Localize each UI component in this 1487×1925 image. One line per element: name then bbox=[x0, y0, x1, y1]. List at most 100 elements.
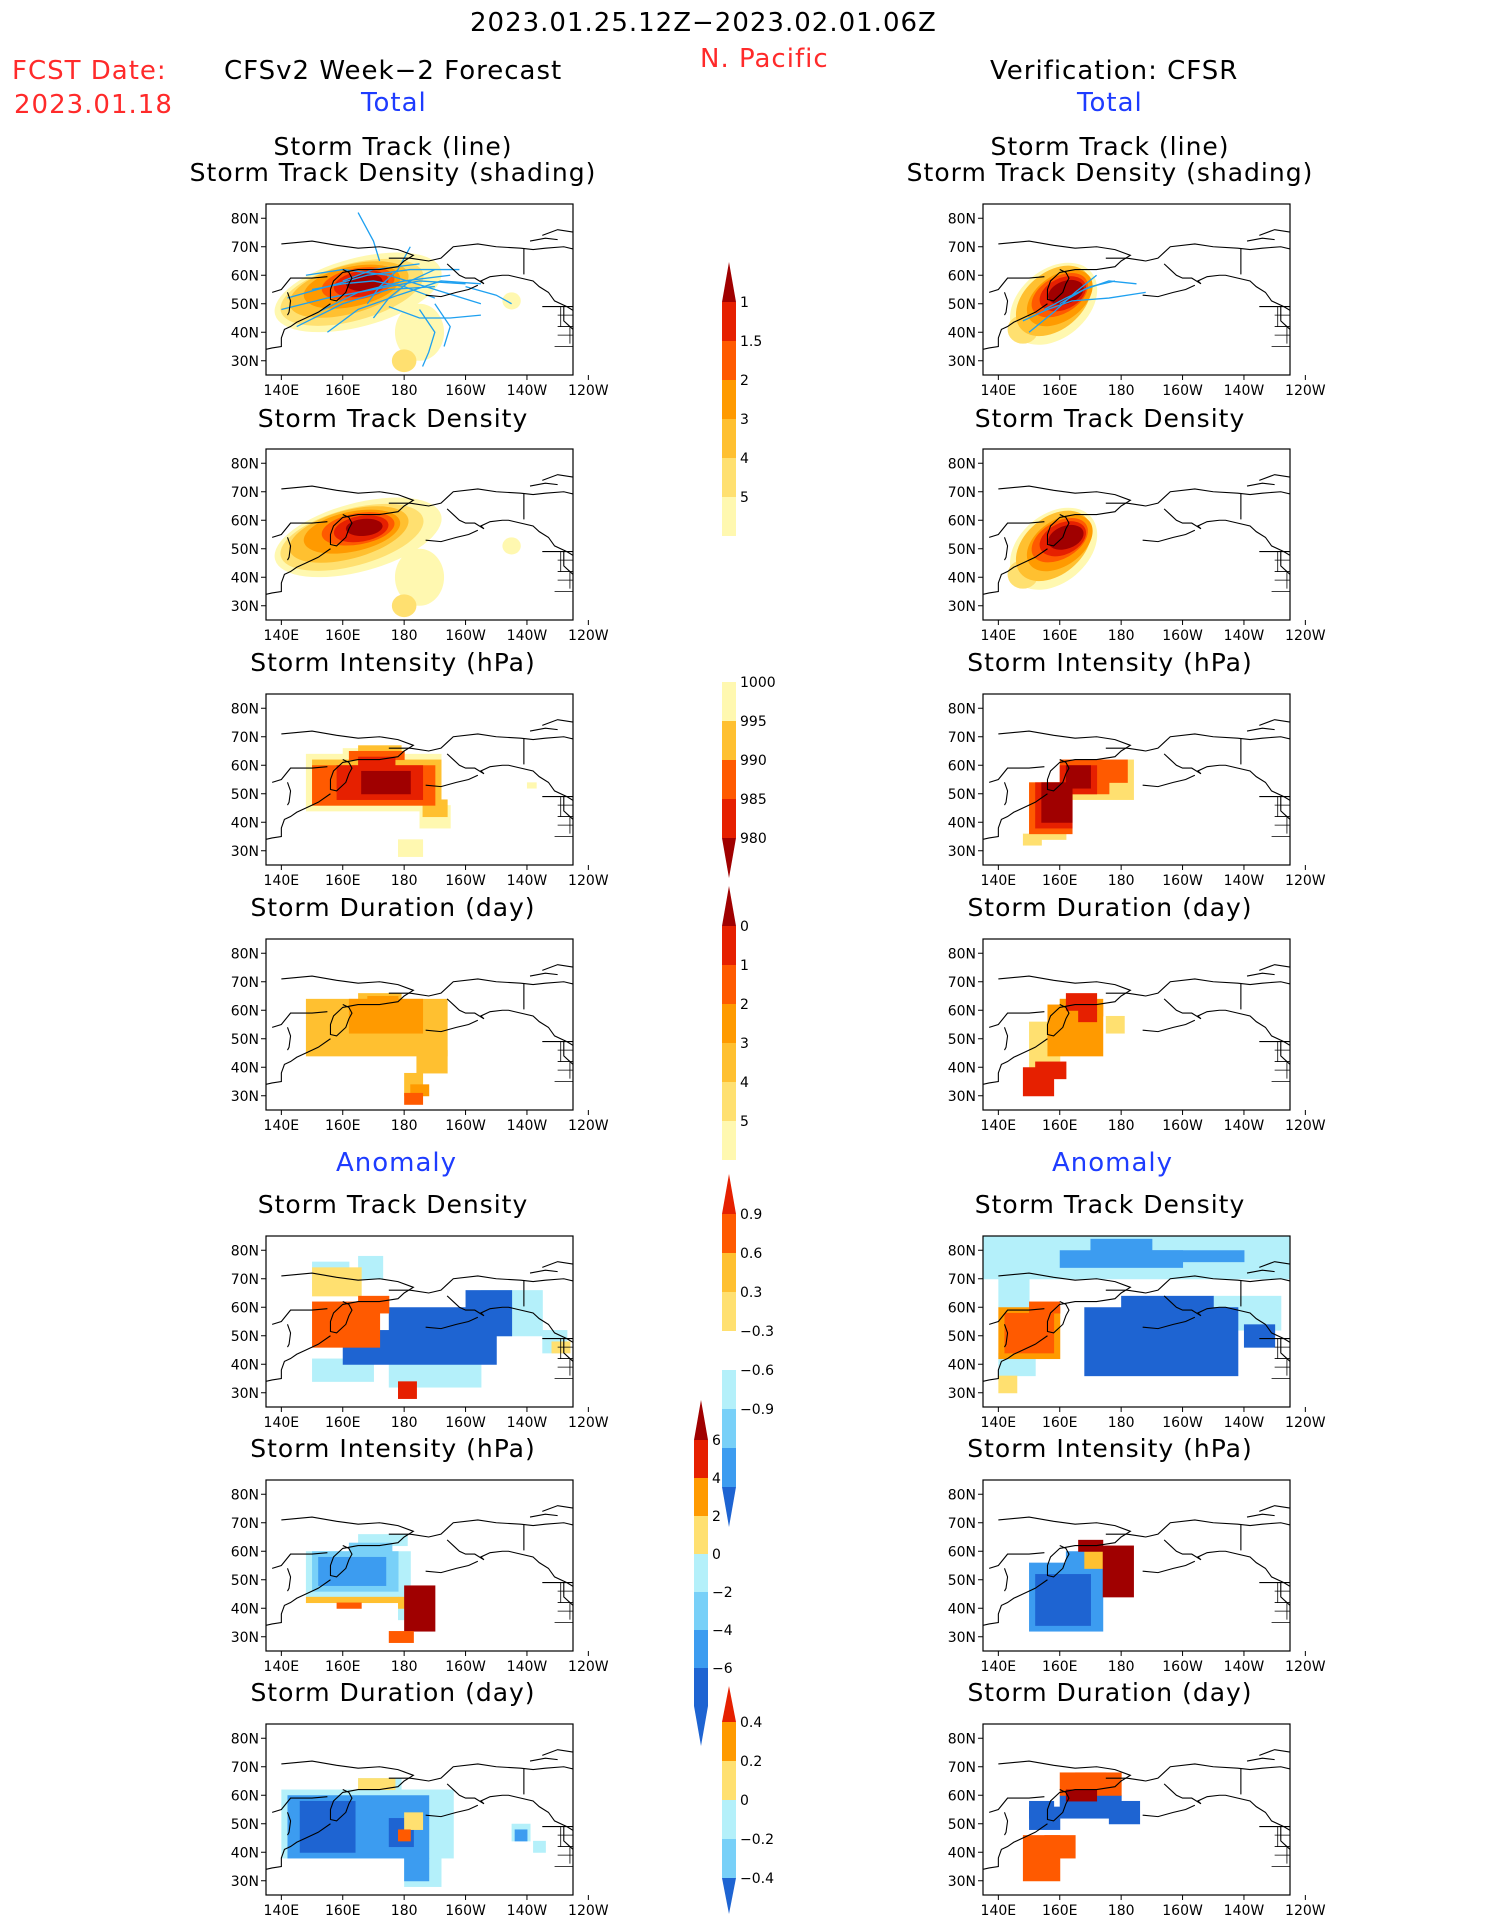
colorbar-density-anomaly: 0.9 0.6 0.3 −0.3 −0.6 −0.9 bbox=[722, 1174, 802, 1537]
title-fc-intensity: Storm Intensity (hPa) bbox=[250, 648, 536, 677]
lon-tick-label: 140E bbox=[981, 628, 1017, 644]
colorbar-label: 3 bbox=[740, 412, 749, 428]
lat-tick-label: 70N bbox=[948, 485, 976, 501]
lat-tick-label: 50N bbox=[948, 1817, 976, 1833]
lat-tick-label: 30N bbox=[231, 599, 259, 615]
title-fc-trackline: Storm Track (line) bbox=[273, 132, 513, 161]
lon-tick-label: 120W bbox=[568, 873, 609, 889]
lon-tick-label: 180 bbox=[391, 1118, 418, 1134]
lon-tick-label: 180 bbox=[391, 873, 418, 889]
title-fc-duration-anom: Storm Duration (day) bbox=[250, 1678, 536, 1707]
colorbar-label: −4 bbox=[712, 1623, 733, 1639]
lat-tick-label: 40N bbox=[231, 325, 259, 341]
lon-tick-label: 160W bbox=[1162, 873, 1203, 889]
lat-tick-label: 50N bbox=[948, 787, 976, 803]
colorbar-label: 1 bbox=[740, 295, 749, 311]
lon-tick-label: 140W bbox=[1224, 383, 1265, 399]
lat-tick-label: 50N bbox=[231, 1573, 259, 1589]
lon-tick-label: 120W bbox=[1285, 383, 1326, 399]
lat-tick-label: 80N bbox=[948, 211, 976, 227]
lon-tick-label: 140W bbox=[507, 873, 548, 889]
lon-tick-label: 180 bbox=[391, 628, 418, 644]
colorbar-label: 1 bbox=[740, 958, 749, 974]
colorbar-label: −0.6 bbox=[740, 1363, 774, 1379]
lon-tick-label: 160E bbox=[1042, 383, 1078, 399]
colorbar-label: 4 bbox=[740, 1075, 749, 1091]
lat-tick-label: 40N bbox=[948, 1845, 976, 1861]
colorbar-label: 1.5 bbox=[740, 334, 762, 350]
lat-tick-label: 50N bbox=[948, 1329, 976, 1345]
lon-tick-label: 140W bbox=[507, 1415, 548, 1431]
lon-tick-label: 120W bbox=[568, 383, 609, 399]
colorbar-label: −0.3 bbox=[740, 1324, 774, 1340]
lat-tick-label: 60N bbox=[948, 1788, 976, 1804]
lat-tick-label: 80N bbox=[948, 456, 976, 472]
lat-tick-label: 30N bbox=[948, 1386, 976, 1402]
lon-tick-label: 120W bbox=[1285, 1415, 1326, 1431]
lon-tick-label: 160E bbox=[1042, 1659, 1078, 1675]
lon-tick-label: 120W bbox=[568, 1659, 609, 1675]
lat-tick-label: 60N bbox=[948, 1300, 976, 1316]
map-verification-density-total: 80N 70N 60N 50N 40N 30N 140E 160E 180 160W 140W 120… bbox=[937, 441, 1326, 650]
lon-tick-label: 160E bbox=[1042, 628, 1078, 644]
lon-tick-label: 180 bbox=[1108, 628, 1135, 644]
title-fc-intensity-anom: Storm Intensity (hPa) bbox=[250, 1434, 536, 1463]
lon-tick-label: 160W bbox=[445, 1659, 486, 1675]
lon-tick-label: 140W bbox=[507, 383, 548, 399]
lon-tick-label: 120W bbox=[1285, 1903, 1326, 1919]
colorbar-label: 2 bbox=[740, 373, 749, 389]
lon-tick-label: 160W bbox=[445, 628, 486, 644]
colorbar-label: 0.9 bbox=[740, 1207, 762, 1223]
lat-tick-label: 40N bbox=[948, 815, 976, 831]
map-verification-density-anomaly: 80N 70N 60N 50N 40N 30N 140E 160E 180 160W 140W 120… bbox=[937, 1228, 1326, 1437]
lat-tick-label: 30N bbox=[948, 354, 976, 370]
lat-tick-label: 80N bbox=[948, 1243, 976, 1259]
colorbar-label: 985 bbox=[740, 792, 767, 808]
lon-tick-label: 160E bbox=[325, 383, 361, 399]
lon-tick-label: 120W bbox=[568, 1118, 609, 1134]
lon-tick-label: 140E bbox=[981, 1415, 1017, 1431]
lat-tick-label: 60N bbox=[231, 513, 259, 529]
lon-tick-label: 160W bbox=[445, 1118, 486, 1134]
lat-tick-label: 60N bbox=[948, 268, 976, 284]
lon-tick-label: 180 bbox=[1108, 873, 1135, 889]
colorbar-duration-anomaly: 0.4 0.2 0 −0.2 −0.4 bbox=[722, 1686, 802, 1924]
map-forecast-duration-anomaly: 80N 70N 60N 50N 40N 30N 140E 160E 180 160W 140W 120… bbox=[220, 1716, 609, 1925]
map-verification-duration-total: 80N 70N 60N 50N 40N 30N 140E 160E 180 160W 140W 120… bbox=[937, 931, 1326, 1140]
lon-tick-label: 140W bbox=[507, 628, 548, 644]
lat-tick-label: 70N bbox=[231, 1760, 259, 1776]
lon-tick-label: 180 bbox=[391, 1659, 418, 1675]
colorbar-label: −0.2 bbox=[740, 1832, 774, 1848]
lat-tick-label: 60N bbox=[231, 1003, 259, 1019]
lon-tick-label: 120W bbox=[568, 628, 609, 644]
lon-tick-label: 140E bbox=[264, 1118, 300, 1134]
lon-tick-label: 180 bbox=[391, 383, 418, 399]
title-fc-duration: Storm Duration (day) bbox=[250, 893, 536, 922]
lon-tick-label: 160E bbox=[1042, 873, 1078, 889]
lon-tick-label: 140W bbox=[1224, 1903, 1265, 1919]
lat-tick-label: 70N bbox=[231, 485, 259, 501]
lat-tick-label: 50N bbox=[948, 542, 976, 558]
lon-tick-label: 160W bbox=[1162, 383, 1203, 399]
lat-tick-label: 50N bbox=[231, 297, 259, 313]
lat-tick-label: 50N bbox=[231, 787, 259, 803]
lat-tick-label: 60N bbox=[948, 513, 976, 529]
lon-tick-label: 120W bbox=[1285, 873, 1326, 889]
lon-tick-label: 140E bbox=[264, 873, 300, 889]
lon-tick-label: 140E bbox=[264, 1659, 300, 1675]
colorbar-label: 5 bbox=[740, 490, 749, 506]
lat-tick-label: 40N bbox=[231, 1845, 259, 1861]
lon-tick-label: 160W bbox=[1162, 1659, 1203, 1675]
lat-tick-label: 70N bbox=[231, 1516, 259, 1532]
colorbar-label: 0 bbox=[740, 1793, 749, 1809]
lat-tick-label: 80N bbox=[948, 1731, 976, 1747]
colorbar-label: 0 bbox=[740, 919, 749, 935]
lat-tick-label: 70N bbox=[948, 975, 976, 991]
lon-tick-label: 140W bbox=[507, 1659, 548, 1675]
lat-tick-label: 60N bbox=[231, 268, 259, 284]
lat-tick-label: 80N bbox=[231, 1731, 259, 1747]
lon-tick-label: 160W bbox=[445, 873, 486, 889]
lon-tick-label: 120W bbox=[1285, 1659, 1326, 1675]
lat-tick-label: 60N bbox=[231, 1544, 259, 1560]
colorbar-intensity-total: 1000 995 990 985 980 bbox=[722, 642, 802, 888]
